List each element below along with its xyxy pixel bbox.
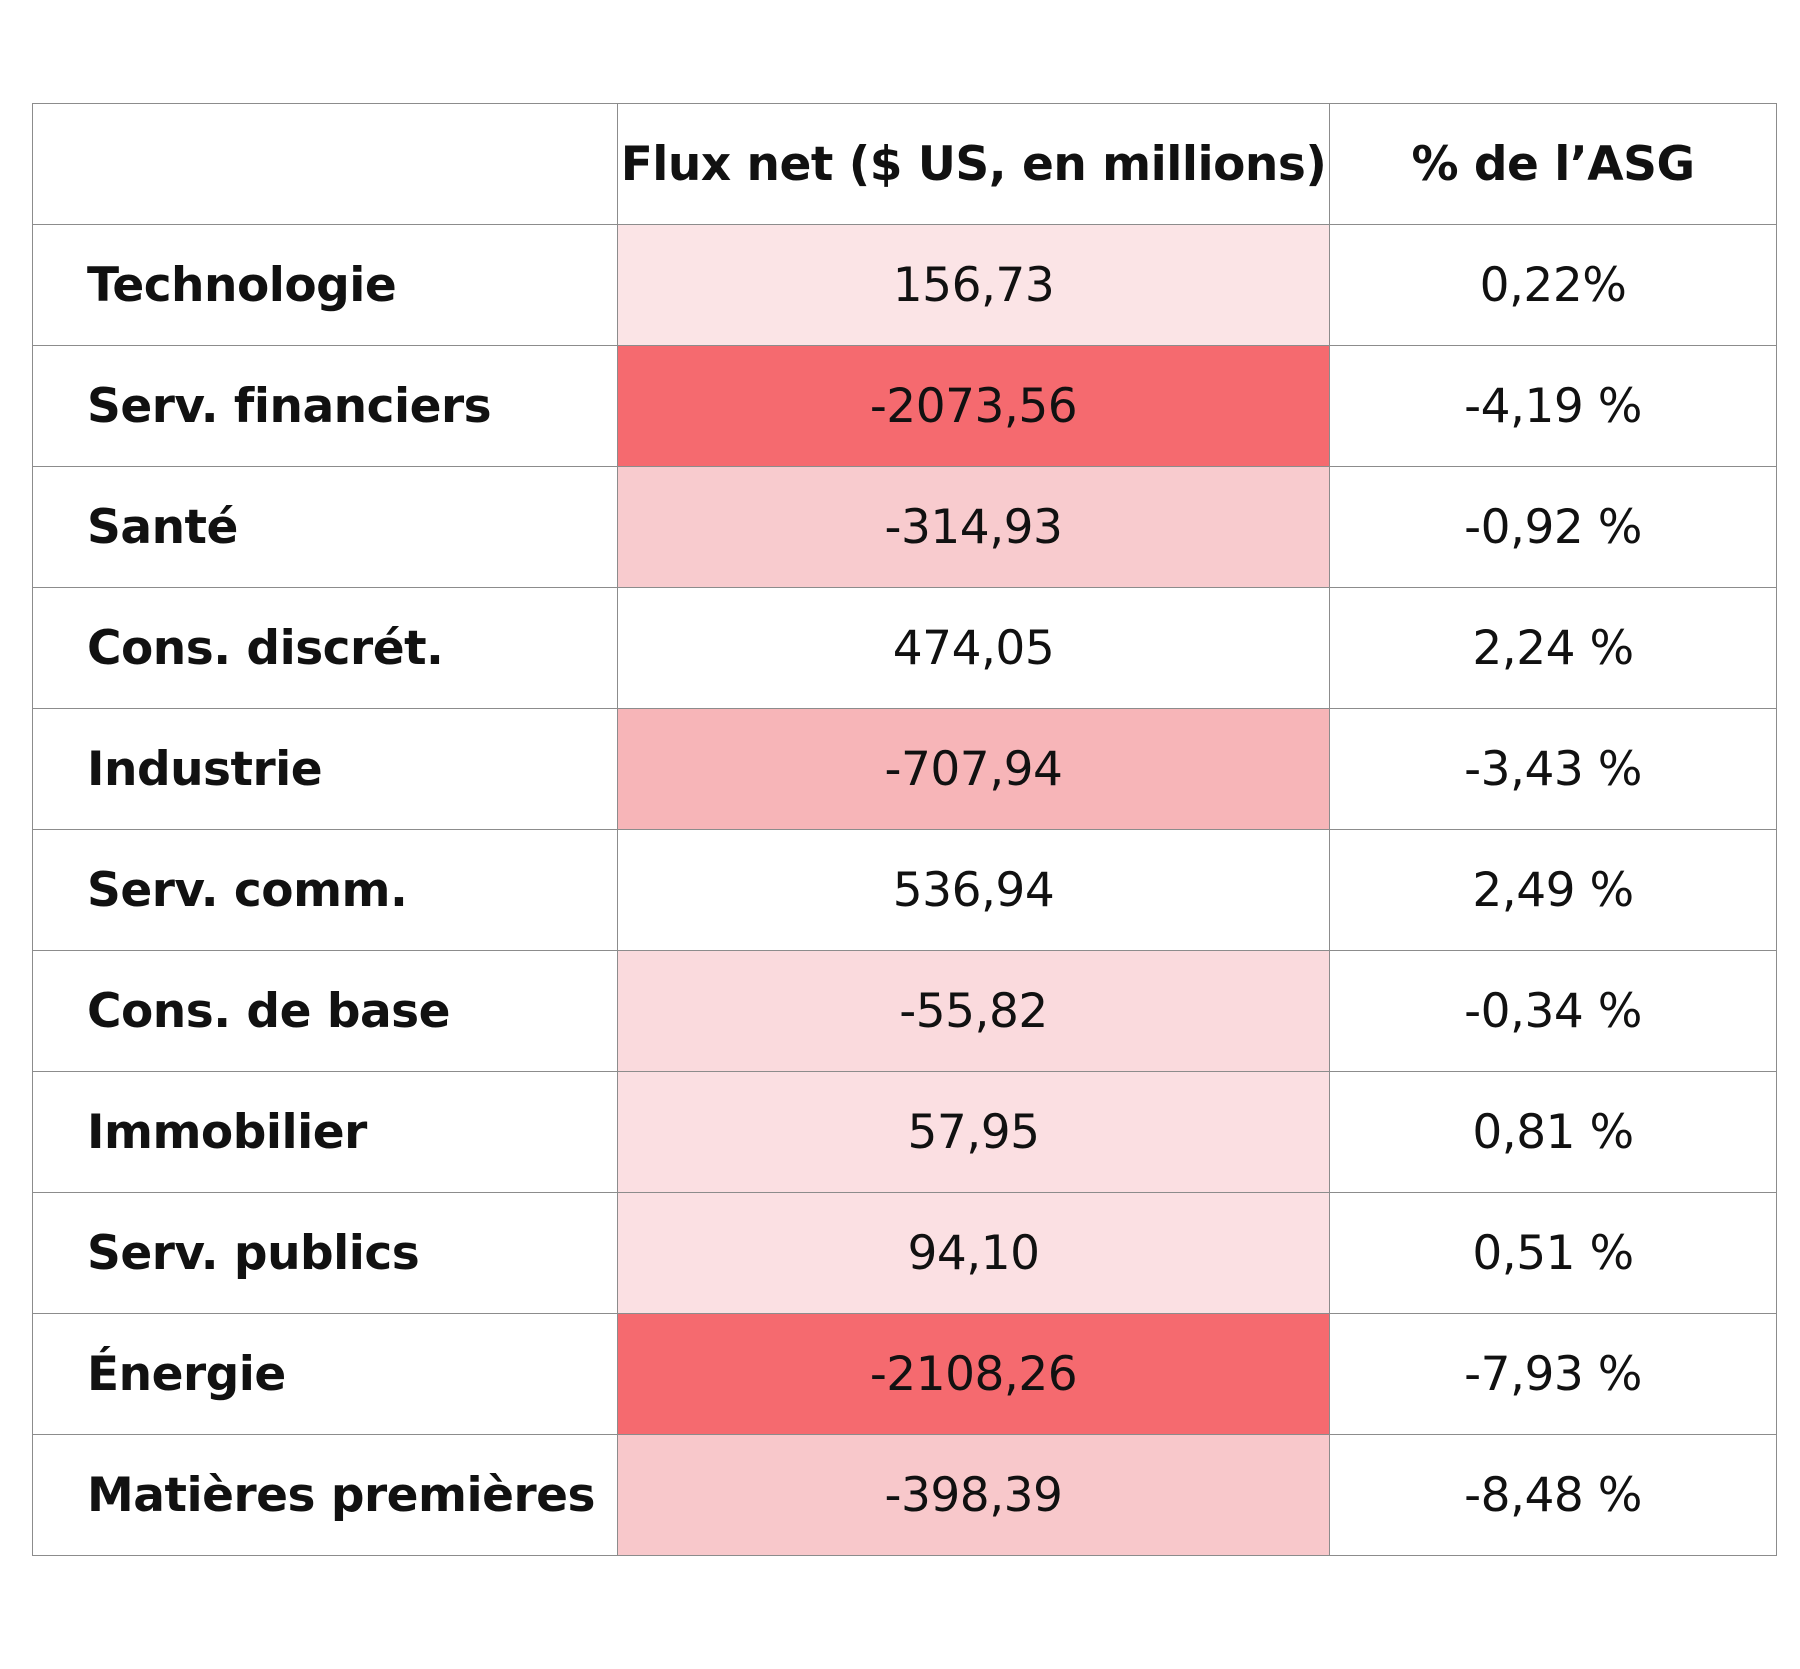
- table-row: Immobilier 57,95 0,81 %: [32, 1071, 1777, 1193]
- table-row: Serv. comm. 536,94 2,49 %: [32, 829, 1777, 951]
- sector-flow-table: Flux net ($ US, en millions) % de l’ASG …: [32, 103, 1777, 1556]
- pct-asg-cell: -0,92 %: [1329, 466, 1777, 588]
- table-row: Industrie -707,94 -3,43 %: [32, 708, 1777, 830]
- pct-asg-cell: -8,48 %: [1329, 1434, 1777, 1556]
- net-flow-cell: 536,94: [617, 829, 1330, 951]
- header-row: Flux net ($ US, en millions) % de l’ASG: [32, 103, 1777, 225]
- pct-asg-cell: -0,34 %: [1329, 950, 1777, 1072]
- net-flow-cell: -2108,26: [617, 1313, 1330, 1435]
- pct-asg-cell: -4,19 %: [1329, 345, 1777, 467]
- net-flow-cell: 94,10: [617, 1192, 1330, 1314]
- header-net-flow: Flux net ($ US, en millions): [617, 103, 1330, 225]
- sector-label: Matières premières: [32, 1434, 618, 1556]
- sector-label: Serv. publics: [32, 1192, 618, 1314]
- table-row: Santé -314,93 -0,92 %: [32, 466, 1777, 588]
- pct-asg-cell: 2,49 %: [1329, 829, 1777, 951]
- sector-label: Industrie: [32, 708, 618, 830]
- net-flow-cell: 156,73: [617, 224, 1330, 346]
- pct-asg-cell: -7,93 %: [1329, 1313, 1777, 1435]
- sector-label: Immobilier: [32, 1071, 618, 1193]
- table-row: Serv. financiers -2073,56 -4,19 %: [32, 345, 1777, 467]
- table-row: Énergie -2108,26 -7,93 %: [32, 1313, 1777, 1435]
- sector-label: Serv. financiers: [32, 345, 618, 467]
- net-flow-cell: -398,39: [617, 1434, 1330, 1556]
- header-sector: [32, 103, 618, 225]
- sector-label: Serv. comm.: [32, 829, 618, 951]
- sector-flow-table-container: Flux net ($ US, en millions) % de l’ASG …: [32, 103, 1777, 1556]
- table-row: Cons. discrét. 474,05 2,24 %: [32, 587, 1777, 709]
- sector-label: Énergie: [32, 1313, 618, 1435]
- sector-label: Santé: [32, 466, 618, 588]
- table-row: Serv. publics 94,10 0,51 %: [32, 1192, 1777, 1314]
- sector-label: Technologie: [32, 224, 618, 346]
- sector-label: Cons. de base: [32, 950, 618, 1072]
- pct-asg-cell: 2,24 %: [1329, 587, 1777, 709]
- pct-asg-cell: 0,51 %: [1329, 1192, 1777, 1314]
- net-flow-cell: -2073,56: [617, 345, 1330, 467]
- table-body: Technologie 156,73 0,22% Serv. financiers -2…: [32, 224, 1777, 1556]
- table-row: Matières premières -398,39 -8,48 %: [32, 1434, 1777, 1556]
- sector-label: Cons. discrét.: [32, 587, 618, 709]
- net-flow-cell: -55,82: [617, 950, 1330, 1072]
- net-flow-cell: 57,95: [617, 1071, 1330, 1193]
- table-row: Cons. de base -55,82 -0,34 %: [32, 950, 1777, 1072]
- header-pct-asg: % de l’ASG: [1329, 103, 1777, 225]
- net-flow-cell: -707,94: [617, 708, 1330, 830]
- net-flow-cell: 474,05: [617, 587, 1330, 709]
- pct-asg-cell: 0,22%: [1329, 224, 1777, 346]
- table-row: Technologie 156,73 0,22%: [32, 224, 1777, 346]
- pct-asg-cell: 0,81 %: [1329, 1071, 1777, 1193]
- pct-asg-cell: -3,43 %: [1329, 708, 1777, 830]
- net-flow-cell: -314,93: [617, 466, 1330, 588]
